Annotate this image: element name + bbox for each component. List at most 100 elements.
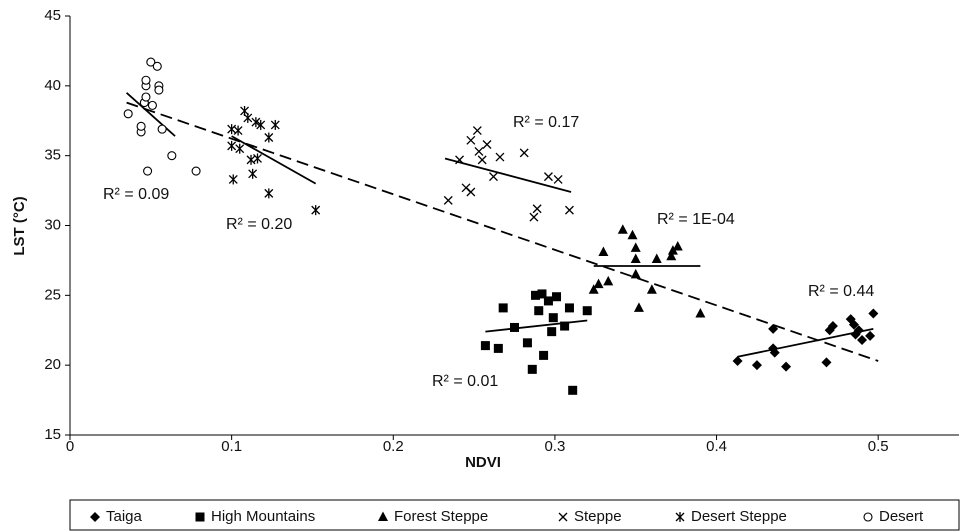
- trend-line: [126, 101, 879, 362]
- point: [136, 121, 146, 131]
- point: [311, 205, 321, 216]
- point: [157, 124, 167, 134]
- point: [510, 322, 519, 332]
- point: [256, 119, 266, 130]
- legend-marker: [378, 511, 388, 521]
- point: [564, 205, 574, 215]
- legend-label: High Mountains: [211, 508, 315, 525]
- point: [539, 350, 549, 360]
- y-tick-label: 15: [44, 426, 61, 443]
- point: [455, 155, 465, 165]
- r-squared-label: R² = 0.01: [432, 373, 498, 390]
- point: [531, 290, 541, 300]
- r-squared-label: R² = 0.17: [513, 114, 579, 131]
- point: [667, 245, 678, 255]
- point: [627, 229, 638, 240]
- x-tick-label: 0.3: [544, 438, 565, 455]
- point-stroke: [532, 204, 542, 214]
- point: [443, 195, 453, 205]
- point: [651, 253, 662, 264]
- point: [264, 132, 274, 143]
- point: [848, 319, 859, 330]
- point: [821, 357, 832, 368]
- point-stroke: [461, 183, 471, 193]
- point-stroke: [443, 195, 453, 205]
- point: [582, 306, 592, 316]
- point: [477, 155, 487, 165]
- point: [646, 284, 657, 294]
- point-stroke: [472, 126, 482, 135]
- x-tick-label: 0.4: [706, 438, 727, 455]
- legend-label: Desert: [879, 508, 924, 525]
- r-squared-label: R² = 0.20: [226, 216, 292, 233]
- point: [493, 343, 503, 353]
- legend-marker: [675, 512, 685, 522]
- point-stroke: [495, 152, 505, 162]
- legend-marker: [90, 512, 100, 522]
- r-squared-label: R² = 0.44: [808, 283, 874, 300]
- point: [543, 296, 553, 306]
- y-tick-label: 20: [44, 356, 61, 373]
- point: [141, 92, 151, 102]
- x-axis-label: NDVI: [465, 454, 501, 471]
- point: [769, 347, 780, 358]
- point: [560, 321, 570, 331]
- y-tick-label: 30: [44, 216, 61, 233]
- point: [534, 306, 544, 316]
- x-tick-label: 0.1: [221, 438, 242, 455]
- point: [466, 187, 476, 197]
- point: [246, 154, 256, 165]
- y-axis-label: LST (°C): [11, 196, 28, 255]
- point-stroke: [553, 174, 563, 184]
- legend-label: Steppe: [574, 508, 622, 525]
- point: [264, 188, 274, 199]
- trend-line: [485, 319, 588, 333]
- point-stroke: [564, 205, 574, 215]
- point: [482, 140, 492, 149]
- point: [489, 172, 498, 182]
- point: [270, 119, 280, 130]
- legend-label: Taiga: [106, 508, 143, 525]
- point: [552, 292, 562, 302]
- point: [865, 330, 876, 341]
- point: [147, 100, 157, 110]
- legend-box: [69, 499, 960, 531]
- point: [630, 253, 641, 264]
- trend-line: [125, 92, 176, 137]
- trend-line: [444, 157, 572, 193]
- point: [146, 57, 156, 67]
- point: [593, 278, 604, 289]
- point: [248, 168, 258, 179]
- point: [598, 246, 609, 257]
- point: [732, 355, 743, 366]
- point: [553, 174, 563, 184]
- point: [519, 148, 529, 158]
- point: [466, 135, 476, 145]
- point: [781, 361, 792, 372]
- point: [527, 364, 537, 374]
- point: [522, 338, 532, 348]
- point: [235, 143, 245, 154]
- point: [768, 323, 779, 334]
- point-stroke: [489, 172, 498, 182]
- point: [251, 117, 261, 128]
- point: [123, 109, 133, 119]
- legend-label: Forest Steppe: [394, 508, 488, 525]
- point-stroke: [474, 147, 484, 156]
- point: [233, 125, 243, 136]
- point: [227, 124, 237, 135]
- legend-marker: [195, 512, 205, 522]
- point: [588, 284, 599, 294]
- point-stroke: [482, 140, 492, 149]
- point: [141, 75, 151, 85]
- point-stroke: [455, 155, 465, 165]
- point: [152, 61, 162, 71]
- point: [617, 224, 628, 234]
- y-tick-label: 35: [44, 147, 61, 164]
- legend-marker: [558, 512, 568, 522]
- point: [243, 112, 253, 123]
- point: [143, 166, 153, 176]
- point-stroke: [558, 512, 568, 522]
- point: [472, 126, 482, 135]
- point: [751, 360, 762, 371]
